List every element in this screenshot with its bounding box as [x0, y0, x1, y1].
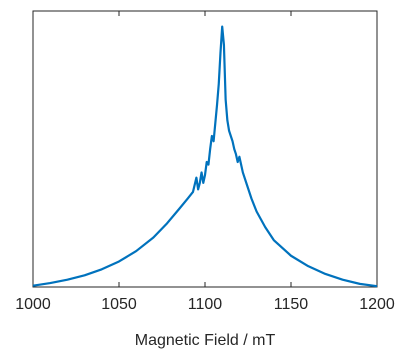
series-line — [32, 25, 378, 288]
x-tick-label: 1100 — [188, 296, 223, 313]
x-axis-label: Magnetic Field / mT — [135, 332, 276, 349]
x-tick-label: 1050 — [101, 296, 137, 313]
x-tick-label: 1000 — [15, 296, 51, 313]
x-ticks — [32, 11, 378, 287]
plot-area-box — [32, 10, 378, 288]
x-tick-label: 1200 — [359, 296, 395, 313]
x-tick-labels: 1000 1050 1100 1150 1200 — [15, 296, 395, 313]
x-tick-label: 1150 — [274, 296, 309, 313]
